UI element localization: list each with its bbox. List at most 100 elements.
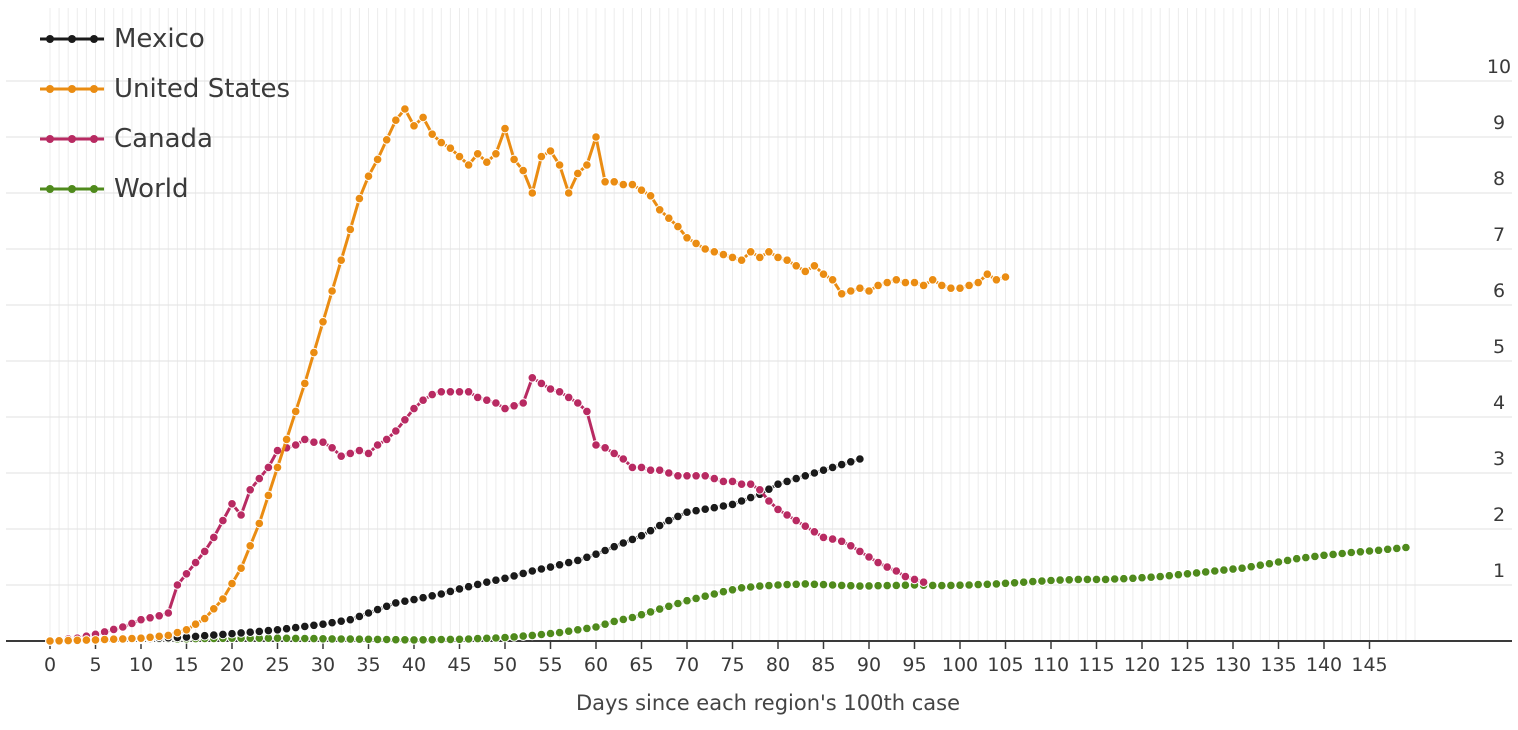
data-point	[709, 247, 720, 257]
data-point	[1182, 569, 1193, 579]
data-point	[709, 589, 720, 599]
x-tick-label: 90	[857, 654, 881, 676]
data-point	[236, 510, 246, 520]
data-point	[609, 448, 620, 459]
data-point	[582, 406, 592, 417]
data-point	[946, 580, 956, 591]
data-point	[745, 479, 756, 490]
data-point	[673, 511, 683, 522]
data-point	[472, 149, 483, 159]
data-point	[627, 462, 638, 473]
data-point	[654, 604, 665, 614]
data-point	[700, 244, 711, 254]
x-axis-ticks: 0 5 10 15 20 25 30 35 40 45 50 55 60 65 70 75 80 85 90 95 10…	[44, 641, 1388, 676]
data-point	[336, 616, 347, 627]
x-tick-label: 45	[447, 654, 471, 676]
data-point	[673, 598, 683, 609]
legend-item-canada[interactable]: Canada	[40, 114, 290, 164]
data-point	[1273, 557, 1284, 567]
data-point	[645, 607, 656, 617]
data-point	[882, 580, 893, 591]
data-point	[800, 521, 811, 532]
data-point	[891, 580, 902, 591]
data-point	[1210, 566, 1220, 576]
legend-item-world[interactable]: World	[40, 164, 290, 214]
data-point	[864, 552, 874, 562]
data-point	[682, 233, 692, 243]
data-point	[472, 392, 483, 403]
data-point	[1228, 564, 1238, 574]
data-point	[1337, 548, 1347, 559]
x-tick-label: 75	[720, 654, 744, 676]
data-point	[791, 515, 802, 526]
data-point	[1191, 568, 1202, 578]
data-point	[372, 604, 383, 615]
data-point	[254, 473, 265, 484]
data-point	[873, 557, 883, 568]
data-point	[818, 532, 829, 543]
legend-swatch-dot	[68, 135, 76, 143]
data-point	[764, 580, 774, 591]
data-point	[718, 476, 729, 487]
data-point	[518, 165, 529, 176]
data-point	[900, 580, 911, 591]
y-tick-label: 1	[1493, 560, 1505, 582]
y-tick-label: 8	[1493, 168, 1505, 190]
data-point	[263, 462, 274, 473]
data-point	[809, 527, 820, 537]
data-point	[727, 476, 738, 487]
legend-swatch-dot	[46, 35, 54, 43]
data-point	[809, 468, 820, 478]
data-point	[90, 635, 101, 645]
data-point	[372, 154, 383, 165]
data-point	[145, 613, 155, 623]
data-point	[1219, 565, 1229, 575]
data-point	[682, 471, 692, 481]
data-point	[145, 632, 155, 643]
data-point	[800, 266, 811, 277]
data-point	[472, 633, 483, 644]
data-point	[673, 471, 683, 481]
data-point	[491, 149, 501, 159]
legend-swatch-dot	[68, 85, 76, 93]
data-point	[627, 534, 638, 545]
data-point	[454, 151, 465, 162]
data-point	[509, 571, 519, 581]
data-point	[563, 557, 574, 568]
data-point	[245, 627, 255, 638]
data-point	[691, 593, 701, 604]
data-point	[527, 630, 538, 641]
data-point	[218, 594, 228, 604]
legend-swatch-mexico	[40, 35, 104, 43]
x-tick-label: 100	[942, 654, 978, 676]
data-point	[1346, 547, 1357, 558]
data-point	[846, 580, 856, 591]
data-point	[664, 515, 674, 526]
data-point	[609, 541, 620, 552]
legend-swatch-dot	[90, 185, 98, 193]
data-point	[682, 595, 692, 606]
data-point	[618, 454, 629, 464]
data-point	[272, 462, 283, 473]
data-point	[381, 634, 392, 645]
data-point	[654, 205, 665, 215]
data-point	[782, 476, 792, 487]
data-point	[527, 373, 538, 383]
data-point	[1155, 571, 1165, 582]
legend-item-united-states[interactable]: United States	[40, 64, 290, 114]
x-tick-label: 65	[629, 654, 653, 676]
data-point	[591, 549, 601, 560]
data-point	[654, 465, 665, 476]
data-point	[727, 499, 738, 510]
data-point	[573, 625, 583, 635]
data-point	[72, 635, 83, 646]
x-tick-label: 95	[902, 654, 926, 676]
data-point	[218, 629, 228, 640]
data-point	[1291, 553, 1302, 564]
data-point	[764, 247, 774, 257]
legend-item-mexico[interactable]: Mexico	[40, 14, 290, 64]
data-point	[973, 277, 984, 288]
y-tick-label: 2	[1493, 504, 1505, 526]
data-point	[591, 622, 601, 632]
data-point	[764, 484, 774, 495]
